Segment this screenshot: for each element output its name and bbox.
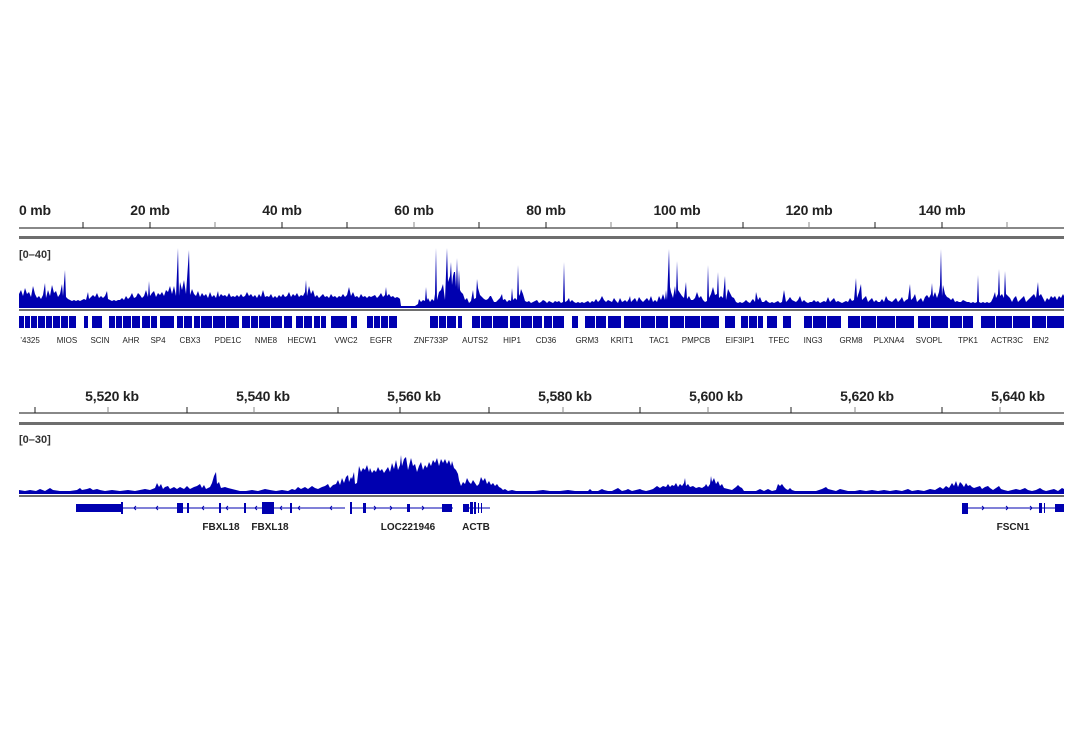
- gene-label[interactable]: VWC2: [334, 336, 358, 345]
- gene-label[interactable]: ACTR3C: [990, 336, 1024, 345]
- gene-label[interactable]: KRIT1: [610, 336, 634, 345]
- signal-track-locus: [19, 455, 1064, 497]
- gene-label[interactable]: EIF3IP1: [725, 336, 755, 345]
- gene-label[interactable]: EGFR: [369, 336, 393, 345]
- gene-label[interactable]: AHR: [122, 336, 140, 345]
- gene-label[interactable]: ZNF733P: [413, 336, 449, 345]
- gene-label[interactable]: SCIN: [90, 336, 110, 345]
- gene-density-track: [19, 316, 1064, 328]
- gene-label[interactable]: SVOPL: [915, 336, 943, 345]
- ruler-axis: [19, 222, 1064, 229]
- gene-label[interactable]: CBX3: [179, 336, 201, 345]
- gene-label[interactable]: TAC1: [649, 336, 669, 345]
- chromosome-panel: 0 mb 20 mb 40 mb 60 mb 80 mb 100 mb 120 …: [19, 202, 1064, 345]
- ruler-label: 100 mb: [653, 202, 701, 218]
- ruler-label: 5,600 kb: [689, 388, 743, 404]
- gene-label[interactable]: LOC221946: [380, 522, 436, 533]
- gene-label[interactable]: GRM3: [575, 336, 599, 345]
- gene-label[interactable]: TFEC: [768, 336, 790, 345]
- gene-label[interactable]: ING3: [803, 336, 823, 345]
- track-range-label: [0–30]: [19, 434, 51, 446]
- ruler-axis: [19, 407, 1064, 414]
- ruler-label: 5,640 kb: [991, 388, 1045, 404]
- ruler-label: 20 mb: [130, 202, 170, 218]
- gene-model-track: [76, 502, 1064, 514]
- ruler-label: 0 mb: [19, 202, 51, 218]
- gene-label[interactable]: HIP1: [503, 336, 521, 345]
- gene-label[interactable]: ACTB: [462, 522, 490, 533]
- gene-label[interactable]: FBXL18: [251, 522, 289, 533]
- ruler-label: 5,520 kb: [85, 388, 139, 404]
- ruler-label: 5,620 kb: [840, 388, 894, 404]
- gene-label[interactable]: NME8: [254, 336, 278, 345]
- ruler-label: 140 mb: [918, 202, 966, 218]
- gene-label[interactable]: MIOS: [56, 336, 78, 345]
- gene-label[interactable]: PMPCB: [681, 336, 711, 345]
- gene-label[interactable]: PLXNA4: [873, 336, 905, 345]
- gene-label[interactable]: HECW1: [287, 336, 317, 345]
- ruler-label: 5,540 kb: [236, 388, 290, 404]
- ruler-label: 40 mb: [262, 202, 302, 218]
- gene-label[interactable]: PDE1C: [214, 336, 242, 345]
- gene-label[interactable]: EN2: [1033, 336, 1049, 345]
- chromosome-tracks-svg: [19, 222, 1064, 328]
- ruler-label: 60 mb: [394, 202, 434, 218]
- track-divider: [19, 236, 1064, 239]
- ruler-label: 5,560 kb: [387, 388, 441, 404]
- gene-label[interactable]: ’4325: [20, 336, 40, 345]
- ruler-label: 120 mb: [785, 202, 833, 218]
- gene-label[interactable]: TPK1: [957, 336, 979, 345]
- gene-label[interactable]: SP4: [150, 336, 166, 345]
- gene-label[interactable]: GRM8: [839, 336, 863, 345]
- gene-label[interactable]: AUTS2: [462, 336, 488, 345]
- ruler-label: 80 mb: [526, 202, 566, 218]
- signal-track-chromosome: [19, 248, 1064, 311]
- gene-label[interactable]: FBXL18: [202, 522, 240, 533]
- track-range-label: [0–40]: [19, 249, 51, 261]
- track-divider: [19, 422, 1064, 425]
- ruler-label: 5,580 kb: [538, 388, 592, 404]
- gene-label[interactable]: CD36: [535, 336, 557, 345]
- gene-label[interactable]: FSCN1: [996, 522, 1030, 533]
